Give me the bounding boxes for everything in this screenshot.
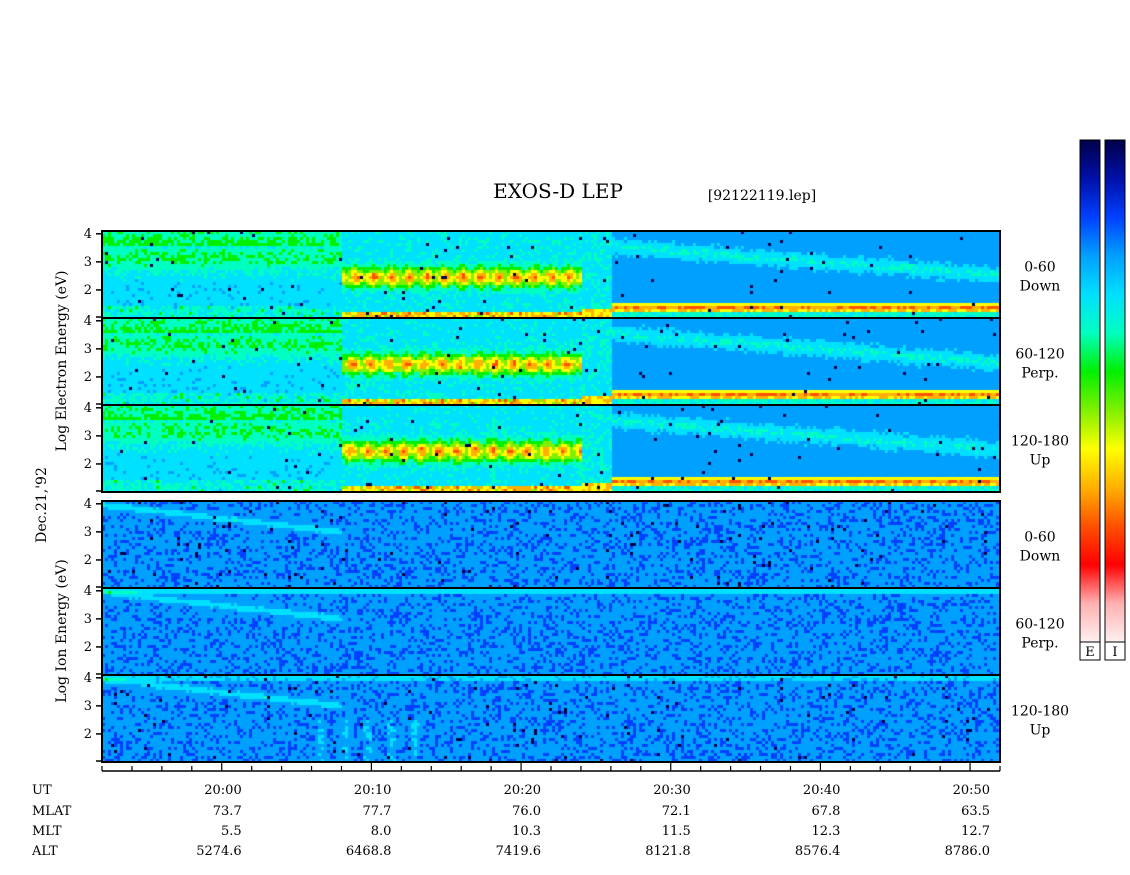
energy-axes: 4 3 2 4 3 2 4 3 2 4 3 2 4 3 2 4 3 2 <box>84 227 102 762</box>
ephemeris-value: 8786.0 <box>945 844 991 859</box>
ephemeris-value: 11.5 <box>662 824 691 839</box>
ephemeris-table: UT 20:00 20:10 20:20 20:30 20:40 20:50 MLAT 73.7… <box>31 783 990 859</box>
colorbar-label-box <box>1104 641 1126 661</box>
ephemeris-value: 77.7 <box>362 804 391 819</box>
electron-panel-frame <box>101 404 1001 493</box>
time-axis <box>101 763 1001 772</box>
colorbar-label-box <box>1079 641 1101 661</box>
pitch-direction-label: Up <box>1030 453 1051 469</box>
pitch-range-label: 60-120 <box>1015 617 1064 633</box>
ephemeris-value: 6468.8 <box>346 844 392 859</box>
ephemeris-value: 8576.4 <box>795 844 841 859</box>
ephemeris-value: 63.5 <box>961 804 990 819</box>
pitch-range-label: 0-60 <box>1024 530 1055 546</box>
pitch-range-label: 120-180 <box>1011 704 1069 720</box>
y-tick-label: 4 <box>84 401 92 416</box>
ephemeris-value: 76.0 <box>512 804 541 819</box>
ephemeris-value: 12.7 <box>961 824 990 839</box>
ephemeris-value: 10.3 <box>512 824 541 839</box>
y-tick-label: 2 <box>84 370 92 385</box>
ephemeris-value: 20:40 <box>803 783 840 798</box>
pitch-range-label: 120-180 <box>1011 434 1069 450</box>
y-tick-label: 3 <box>84 612 92 627</box>
ephemeris-value: 67.8 <box>811 804 840 819</box>
y-tick-label: 4 <box>84 314 92 329</box>
y-tick-label: 3 <box>84 255 92 270</box>
ephemeris-row-label: ALT <box>31 844 58 859</box>
y-tick-label: 4 <box>84 227 92 242</box>
y-tick-label: 4 <box>84 584 92 599</box>
y-tick-label: 2 <box>84 283 92 298</box>
y-tick-label: 3 <box>84 525 92 540</box>
ephemeris-value: 72.1 <box>662 804 691 819</box>
ephemeris-value: 20:50 <box>953 783 990 798</box>
species-axis-labels: Log Electron Energy (eV) Log Ion Energy (… <box>54 270 70 702</box>
pitch-direction-label: Up <box>1030 723 1051 739</box>
ephemeris-value: 5.5 <box>221 824 242 839</box>
y-tick-label: 2 <box>84 640 92 655</box>
pitch-direction-label: Down <box>1020 279 1061 295</box>
pitch-range-label: 0-60 <box>1024 260 1055 276</box>
ephemeris-value: 8121.8 <box>645 844 691 859</box>
colorbar-label: I <box>1112 645 1117 660</box>
y-tick-label: 2 <box>84 727 92 742</box>
y-tick-label: 4 <box>84 497 92 512</box>
ion-ylabel: Log Ion Energy (eV) <box>54 559 70 702</box>
electron-panel-down <box>102 231 1000 318</box>
pitch-angle-labels: 0-60 Down 60-120 Perp. 120-180 Up 0-60 Down 60-1… <box>1011 260 1069 739</box>
y-tick-label: 3 <box>84 699 92 714</box>
ephemeris-row-label: MLAT <box>32 804 72 819</box>
ion-panel-down <box>102 501 1000 588</box>
ephemeris-value: 20:00 <box>204 783 241 798</box>
y-tick-label: 4 <box>84 671 92 686</box>
ephemeris-value: 7419.6 <box>496 844 542 859</box>
y-tick-label: 2 <box>84 457 92 472</box>
ephemeris-value: 8.0 <box>371 824 392 839</box>
y-tick-label: 3 <box>84 342 92 357</box>
colorbar-i <box>1104 139 1126 643</box>
spectrogram-panels <box>101 230 1001 763</box>
ion-panel-frame <box>101 674 1001 763</box>
ephemeris-row-label: UT <box>32 783 52 798</box>
pitch-direction-label: Perp. <box>1021 366 1058 382</box>
ephemeris-row-label: MLT <box>32 824 62 839</box>
ephemeris-value: 20:10 <box>354 783 391 798</box>
pitch-direction-label: Down <box>1020 549 1061 565</box>
ion-panel-perp <box>102 588 1000 675</box>
pitch-range-label: 60-120 <box>1015 347 1064 363</box>
chart-title: EXOS-D LEP <box>493 179 623 203</box>
date-label: Dec.21,'92 <box>34 467 50 543</box>
electron-panel-up <box>102 405 1000 492</box>
y-tick-label: 2 <box>84 553 92 568</box>
colorbar-label: E <box>1085 645 1095 660</box>
ephemeris-value: 20:20 <box>504 783 541 798</box>
ion-panel-up <box>102 675 1000 762</box>
ephemeris-value: 12.3 <box>811 824 840 839</box>
y-tick-label: 3 <box>84 429 92 444</box>
pitch-direction-label: Perp. <box>1021 636 1058 652</box>
ephemeris-value: 5274.6 <box>196 844 242 859</box>
electron-ylabel: Log Electron Energy (eV) <box>54 270 70 451</box>
ephemeris-value: 73.7 <box>213 804 242 819</box>
ephemeris-value: 20:30 <box>653 783 690 798</box>
electron-panel-perp <box>102 318 1000 405</box>
colorbar-e <box>1079 139 1101 643</box>
file-label: [92122119.lep] <box>708 188 816 204</box>
